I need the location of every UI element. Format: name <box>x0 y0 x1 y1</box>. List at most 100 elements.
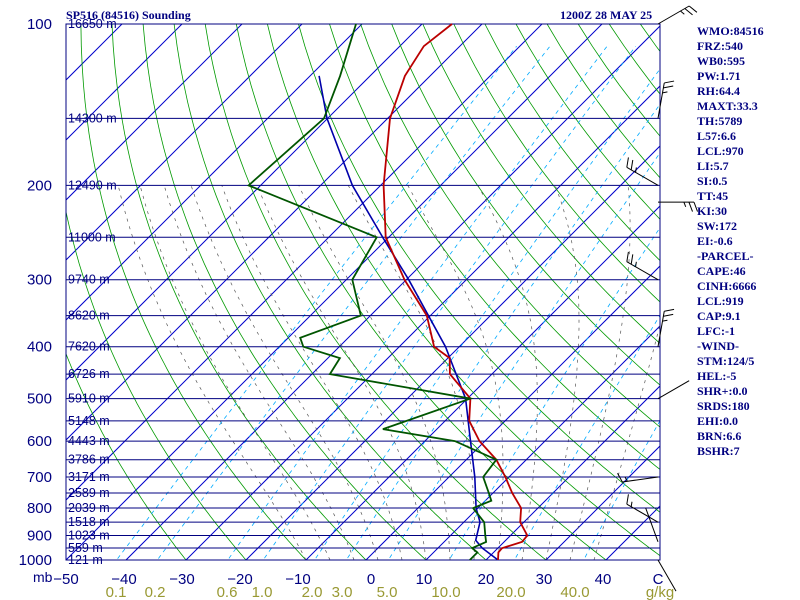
wind-barb-flag <box>688 202 693 212</box>
pressure-tick-label: 300 <box>27 272 52 289</box>
index-item: -WIND- <box>697 339 739 353</box>
temperature-tick-label: 20 <box>478 571 495 588</box>
parcel-trace <box>318 75 499 561</box>
moist-adiabat <box>569 185 631 560</box>
dewpoint-trace <box>246 23 498 561</box>
index-item: CINH:6666 <box>697 279 757 293</box>
isotherm-line <box>66 24 303 261</box>
wind-barb-half <box>624 476 628 482</box>
wind-barb-staff <box>626 261 659 281</box>
wind-barb-staff <box>626 503 659 523</box>
mixing-ratio-unit-label: g/kg <box>646 584 674 600</box>
wind-barb-staff <box>645 507 659 543</box>
index-item: LCL:919 <box>697 294 744 308</box>
index-item: BSHR:7 <box>697 444 740 458</box>
index-item: BRN:6.6 <box>697 429 742 443</box>
isotherm-line <box>245 145 660 560</box>
index-item: LI:5.7 <box>697 159 729 173</box>
height-label: 4443 m <box>68 434 110 448</box>
valid-time: 1200Z 28 MAY 25 <box>560 8 653 22</box>
wind-barb-half <box>683 202 687 208</box>
wind-barb-flag <box>630 159 634 170</box>
index-item: EHI:0.0 <box>697 414 739 428</box>
dry-adiabat <box>422 24 660 344</box>
pressure-tick-label: 700 <box>27 469 52 486</box>
isotherm-line <box>66 24 243 201</box>
wind-barb-flag <box>688 5 698 13</box>
temperature-tick-label: 10 <box>416 571 433 588</box>
mixing-ratio-line <box>583 419 660 560</box>
dry-adiabat <box>391 24 660 386</box>
height-label: 7620 m <box>68 340 110 354</box>
pressure-tick-label: 200 <box>27 177 52 194</box>
stability-indices: WMO:84516 FRZ:540 WB0:595 PW:1.71 RH:64.4 MAX… <box>697 24 764 459</box>
dry-adiabat <box>142 24 427 560</box>
plot-frame <box>65 23 661 561</box>
wind-barb-staff <box>657 311 665 347</box>
temperature-tick-label: −20 <box>227 571 252 588</box>
isotherm-line <box>66 24 363 321</box>
mixing-ratio-tick-label: 0.2 <box>145 584 166 600</box>
index-item: EI:-0.6 <box>697 234 733 248</box>
pressure-tick-label: 900 <box>27 527 52 544</box>
temperature-tick-label: −40 <box>111 571 136 588</box>
index-item: CAPE:46 <box>697 264 746 278</box>
temperature-trace <box>382 23 529 561</box>
wind-barb-staff <box>657 380 690 400</box>
isotherm-line <box>66 24 603 560</box>
station-title: SP516 (84516) Sounding <box>66 8 191 22</box>
height-label: 9740 m <box>68 273 110 287</box>
mixing-ratio-line <box>448 226 660 560</box>
dry-adiabat <box>173 24 487 560</box>
dry-adiabat <box>577 24 660 137</box>
moist-adiabat <box>407 185 504 560</box>
mixing-ratio-tick-label: 3.0 <box>332 584 353 600</box>
wind-barb-flag <box>693 202 699 212</box>
dry-adiabat <box>235 24 607 560</box>
pressure-tick-label: 400 <box>27 339 52 356</box>
index-item: SI:0.5 <box>697 174 728 188</box>
wind-barb-half <box>680 10 685 15</box>
height-label: 3786 m <box>68 453 110 467</box>
dry-adiabat <box>267 24 660 557</box>
temperature-tick-label: −50 <box>53 571 78 588</box>
isotherm-line <box>66 24 423 381</box>
wind-barb-flag <box>663 85 674 89</box>
height-label: 2589 m <box>68 486 110 500</box>
mixing-ratio-tick-label: 2.0 <box>302 584 323 600</box>
pressure-axis-label: mb <box>33 569 53 585</box>
wind-barb-half <box>630 501 633 507</box>
pressure-tick-label: 1000 <box>19 552 52 569</box>
isotherm-line <box>485 385 660 560</box>
isotherm-line <box>66 24 543 501</box>
temperature-tick-label: 40 <box>595 571 612 588</box>
index-item: L57:6.6 <box>697 129 736 143</box>
mixing-ratio-line <box>116 45 517 560</box>
wind-barb-flag <box>684 8 693 16</box>
height-label: 2039 m <box>68 501 110 515</box>
height-label: 121 m <box>68 553 103 567</box>
index-item: LCL:970 <box>697 144 744 158</box>
wind-barb-flag <box>626 494 629 505</box>
moist-adiabat <box>593 323 660 560</box>
wind-barb-flag <box>663 313 674 317</box>
wind-barb-flag <box>626 157 629 168</box>
index-item: SHR+:0.0 <box>697 384 748 398</box>
wind-barb-staff <box>657 559 677 592</box>
moist-adiabat <box>347 185 475 560</box>
temperature-tick-label: −10 <box>285 571 310 588</box>
temperature-tick-label: 0 <box>367 571 375 588</box>
height-label: 5148 m <box>68 414 110 428</box>
isotherm-line <box>66 24 183 141</box>
index-item: TH:5789 <box>697 114 743 128</box>
sounding-curves <box>246 23 529 561</box>
index-item: WB0:595 <box>697 54 745 68</box>
dry-adiabat <box>453 24 660 303</box>
mixing-ratio-tick-label: 0.1 <box>106 584 127 600</box>
mixing-ratio-line <box>262 45 637 560</box>
index-item: SW:172 <box>697 219 738 233</box>
mixing-ratio-tick-label: 0.6 <box>217 584 238 600</box>
mixing-ratio-tick-label: 1.0 <box>252 584 273 600</box>
